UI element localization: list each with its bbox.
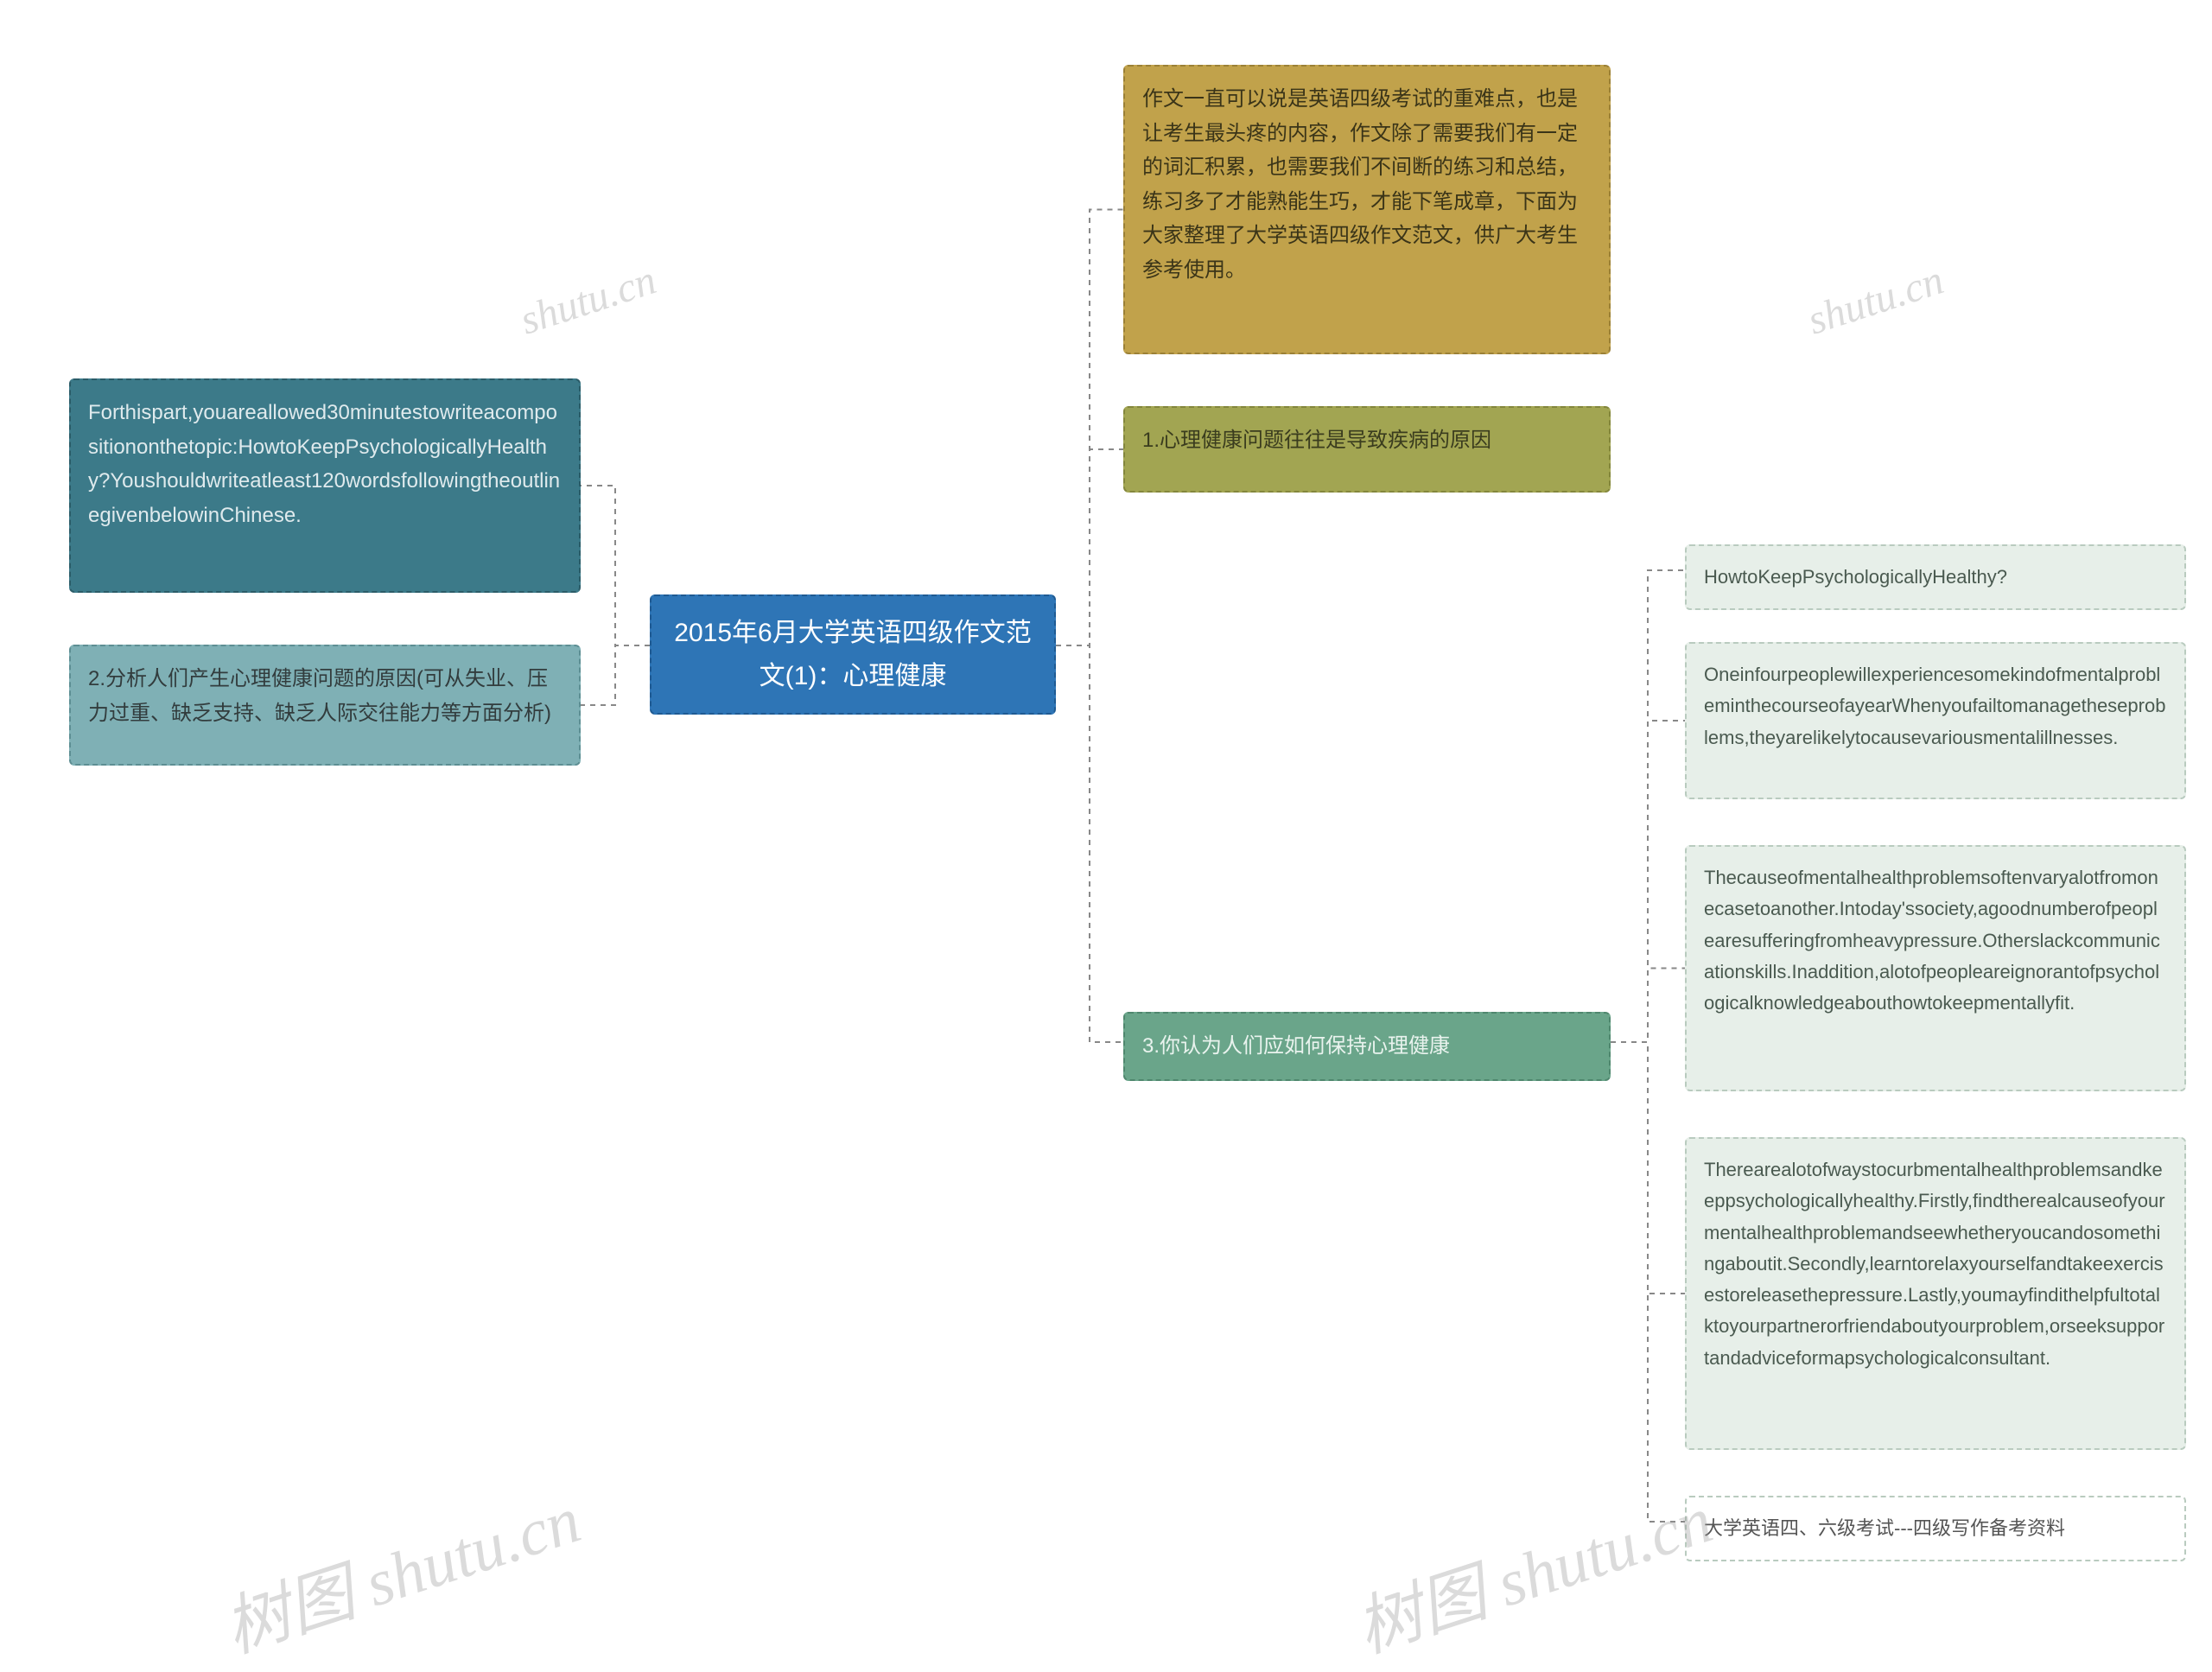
right-node-intro: 作文一直可以说是英语四级考试的重难点，也是让考生最头疼的内容，作文除了需要我们有… xyxy=(1123,65,1611,354)
child-node-c4: Therearealotofwaystocurbmentalhealthprob… xyxy=(1685,1137,2186,1450)
watermark: shutu.cn xyxy=(514,256,661,344)
right-node-point1: 1.心理健康问题往往是导致疾病的原因 xyxy=(1123,406,1611,493)
child-node-c2: Oneinfourpeoplewillexperiencesomekindofm… xyxy=(1685,642,2186,799)
child-node-c3: Thecauseofmentalhealthproblemsoftenvarya… xyxy=(1685,845,2186,1091)
left-node-prompt: Forthispart,youareallowed30minutestowrit… xyxy=(69,378,581,593)
left-node-point2: 2.分析人们产生心理健康问题的原因(可从失业、压力过重、缺乏支持、缺乏人际交往能… xyxy=(69,645,581,766)
watermark: 树图 shutu.cn xyxy=(1342,1466,1722,1670)
watermark: 树图 shutu.cn xyxy=(210,1466,590,1670)
root-node: 2015年6月大学英语四级作文范文(1)：心理健康 xyxy=(650,594,1056,715)
right-node-point3: 3.你认为人们应如何保持心理健康 xyxy=(1123,1012,1611,1081)
watermark: shutu.cn xyxy=(1802,256,1948,344)
child-node-c5: 大学英语四、六级考试---四级写作备考资料 xyxy=(1685,1496,2186,1561)
child-node-c1: HowtoKeepPsychologicallyHealthy? xyxy=(1685,544,2186,610)
